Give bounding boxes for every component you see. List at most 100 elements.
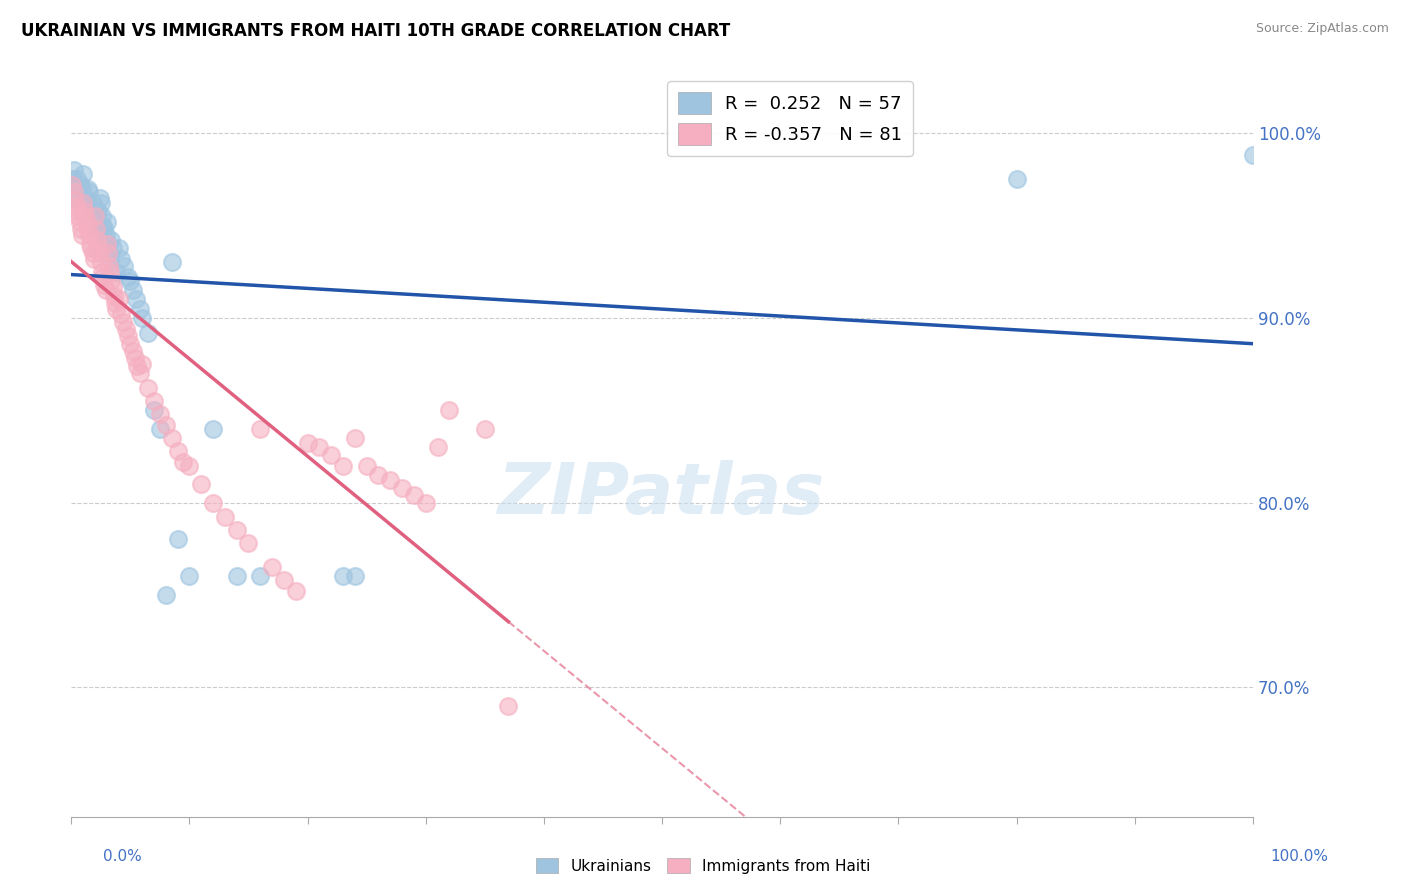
Point (308, 440, 330, 454)
Point (356, 458, 378, 473)
Point (128, 301, 150, 316)
Point (179, 569, 201, 583)
Legend: Ukrainians, Immigrants from Haiti: Ukrainians, Immigrants from Haiti (530, 852, 876, 880)
Point (89, 191, 111, 205)
Point (380, 474, 402, 488)
Point (131, 357, 153, 371)
Point (83, 209, 105, 223)
Point (103, 288, 125, 302)
Point (214, 510, 236, 524)
Point (63, 193, 86, 207)
Point (332, 458, 354, 473)
Point (66, 172, 89, 186)
Point (77, 227, 100, 242)
Point (76, 222, 98, 236)
Point (76, 215, 98, 229)
Point (112, 259, 135, 273)
Point (110, 307, 132, 321)
Point (69, 215, 91, 229)
Point (343, 569, 366, 583)
Point (105, 301, 128, 316)
Point (98, 246, 121, 260)
Legend: R =  0.252   N = 57, R = -0.357   N = 81: R = 0.252 N = 57, R = -0.357 N = 81 (668, 81, 912, 156)
Point (426, 440, 449, 454)
Point (93, 277, 115, 292)
Point (100, 274, 122, 288)
Point (90, 255, 112, 269)
Point (63, 178, 86, 192)
Text: 0.0%: 0.0% (103, 849, 142, 864)
Point (87, 203, 110, 218)
Point (62, 178, 84, 192)
Point (284, 584, 307, 599)
Point (149, 422, 172, 436)
Point (105, 265, 128, 279)
Point (155, 417, 177, 432)
Point (142, 394, 165, 409)
Point (142, 403, 165, 417)
Point (114, 322, 136, 336)
Point (100, 233, 122, 247)
Point (80, 203, 103, 218)
Point (66, 191, 89, 205)
Point (402, 488, 425, 502)
Point (121, 344, 143, 359)
Point (91, 265, 114, 279)
Point (190, 477, 212, 491)
Text: 100.0%: 100.0% (1271, 849, 1329, 864)
Point (107, 293, 129, 307)
Point (87, 241, 110, 255)
Point (84, 215, 107, 229)
Point (238, 536, 260, 550)
Point (82, 196, 104, 211)
Point (179, 458, 201, 473)
Point (136, 381, 159, 395)
Point (62, 172, 84, 186)
Point (166, 443, 188, 458)
Point (94, 227, 117, 242)
Point (249, 422, 271, 436)
Point (98, 252, 121, 266)
Point (131, 310, 153, 325)
Point (124, 351, 146, 366)
Point (474, 422, 496, 436)
Point (69, 186, 91, 200)
Point (120, 336, 142, 351)
Point (498, 698, 520, 713)
Point (343, 431, 366, 445)
Point (75, 191, 97, 205)
Point (262, 560, 284, 574)
Point (89, 246, 111, 260)
Point (101, 241, 124, 255)
Point (72, 167, 94, 181)
Point (79, 209, 101, 223)
Point (93, 222, 115, 236)
Point (297, 436, 319, 450)
Text: ZIPatlas: ZIPatlas (498, 460, 825, 529)
Point (84, 222, 107, 236)
Point (76, 196, 98, 211)
Point (96, 237, 118, 252)
Point (225, 523, 247, 537)
Point (249, 569, 271, 583)
Point (65, 200, 87, 214)
Point (125, 293, 148, 307)
Point (128, 366, 150, 380)
Point (155, 588, 177, 602)
Point (202, 495, 225, 509)
Point (94, 283, 117, 297)
Point (69, 178, 91, 192)
Point (273, 573, 295, 587)
Point (112, 314, 135, 328)
Point (101, 281, 124, 295)
Point (91, 270, 114, 285)
Point (332, 569, 354, 583)
Point (97, 237, 120, 252)
Point (66, 203, 89, 218)
Point (97, 246, 120, 260)
Point (86, 233, 108, 247)
Point (104, 296, 127, 310)
Point (83, 200, 105, 214)
Point (90, 196, 112, 211)
Point (149, 407, 172, 421)
